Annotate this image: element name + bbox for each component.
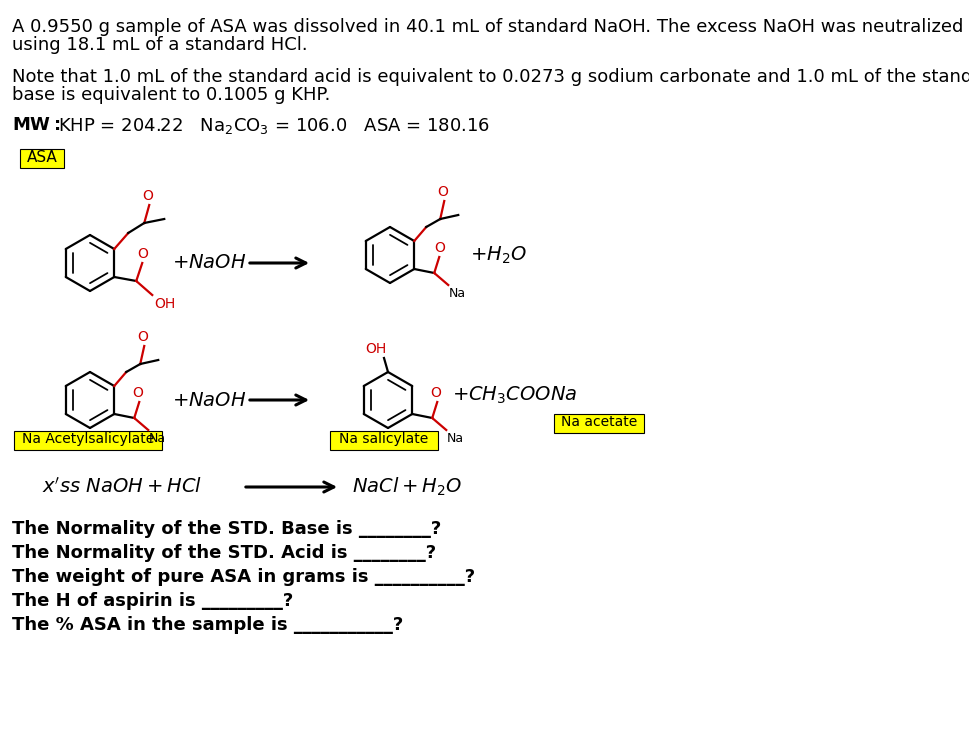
Text: O: O	[141, 189, 152, 203]
Text: The Normality of the STD. Base is ________?: The Normality of the STD. Base is ______…	[12, 520, 441, 538]
Text: base is equivalent to 0.1005 g KHP.: base is equivalent to 0.1005 g KHP.	[12, 86, 330, 104]
FancyBboxPatch shape	[14, 431, 162, 450]
Text: O: O	[137, 330, 147, 344]
Text: $+NaOH$: $+NaOH$	[172, 253, 246, 272]
Text: OH: OH	[154, 297, 175, 311]
Text: O: O	[429, 386, 440, 400]
Text: $\mathbf{MW:}$: $\mathbf{MW:}$	[12, 116, 60, 134]
Text: A 0.9550 g sample of ASA was dissolved in 40.1 mL of standard NaOH. The excess N: A 0.9550 g sample of ASA was dissolved i…	[12, 18, 962, 36]
Text: O: O	[436, 185, 448, 199]
Text: Na: Na	[447, 432, 464, 445]
Text: OH: OH	[365, 342, 387, 356]
Text: O: O	[132, 386, 142, 400]
Text: ASA: ASA	[26, 149, 57, 165]
Text: $+NaOH$: $+NaOH$	[172, 391, 246, 409]
Text: The % ASA in the sample is ___________?: The % ASA in the sample is ___________?	[12, 616, 403, 634]
Text: O: O	[433, 241, 444, 255]
Text: $+ H_2O$: $+ H_2O$	[470, 244, 526, 266]
Text: Na acetate: Na acetate	[560, 415, 637, 429]
Text: The H of aspirin is _________?: The H of aspirin is _________?	[12, 592, 293, 610]
Text: Na Acetylsalicylate: Na Acetylsalicylate	[22, 432, 154, 446]
Text: Na salicylate: Na salicylate	[339, 432, 428, 446]
Text: using 18.1 mL of a standard HCl.: using 18.1 mL of a standard HCl.	[12, 36, 307, 54]
Text: The Normality of the STD. Acid is ________?: The Normality of the STD. Acid is ______…	[12, 544, 436, 562]
Text: $NaCl + H_2O$: $NaCl + H_2O$	[352, 476, 461, 498]
Text: Na: Na	[449, 287, 466, 300]
FancyBboxPatch shape	[553, 414, 643, 433]
FancyBboxPatch shape	[329, 431, 438, 450]
Text: $+ CH_3COONa$: $+ CH_3COONa$	[452, 384, 577, 406]
Text: The weight of pure ASA in grams is __________?: The weight of pure ASA in grams is _____…	[12, 568, 475, 586]
FancyBboxPatch shape	[20, 149, 64, 168]
Text: Note that 1.0 mL of the standard acid is equivalent to 0.0273 g sodium carbonate: Note that 1.0 mL of the standard acid is…	[12, 68, 969, 86]
Text: $x'ss\ NaOH + HCl$: $x'ss\ NaOH + HCl$	[42, 477, 202, 497]
Text: KHP = 204.22   Na$_2$CO$_3$ = 106.0   ASA = 180.16: KHP = 204.22 Na$_2$CO$_3$ = 106.0 ASA = …	[58, 116, 489, 136]
Text: Na: Na	[149, 432, 167, 445]
Text: O: O	[137, 247, 147, 261]
